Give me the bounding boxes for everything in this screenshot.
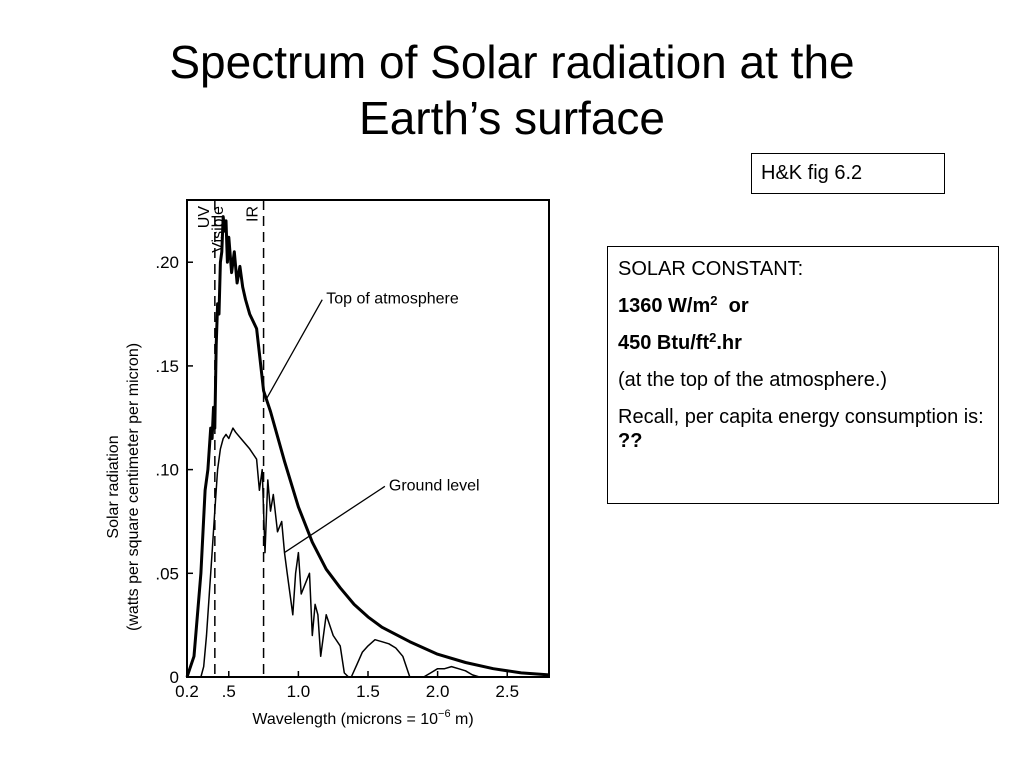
annotation-leader-0 [265,299,323,400]
recall-text: Recall, per capita energy consumption is… [618,405,988,453]
title-line-1: Spectrum of Solar radiation at the [169,36,855,88]
y-tick-label-4: .20 [155,253,179,272]
x-tick-label-2: 1.0 [287,682,311,701]
series-line-1 [187,427,549,678]
figure-reference: H&K fig 6.2 [761,162,863,184]
y-tick-label-2: .10 [155,461,179,480]
x-axis-label: Wavelength (microns = 10−6 m) [252,708,473,728]
x-tick-label-3: 1.5 [356,682,380,701]
slide-title: Spectrum of Solar radiation at the Earth… [40,34,984,146]
si-exponent: 2 [710,293,718,308]
x-tick-label-5: 2.5 [495,682,519,701]
solar-constant-imperial: 450 Btu/ft2.hr [618,331,988,355]
series-line-0 [185,215,550,678]
y-tick-label-1: .05 [155,564,179,583]
chart-frame [186,199,550,678]
y-axis-label-line-1: Solar radiation [105,435,122,538]
si-value: 1360 W/m [618,295,711,317]
x-tick-label-4: 2.0 [426,682,450,701]
region-label-1: Visible [210,206,227,253]
recall-answer: ?? [618,430,643,452]
imperial-value: 450 Btu/ft [618,332,710,354]
y-tick-label-3: .15 [155,357,179,376]
annotation-label-1: Ground level [389,477,480,494]
solar-constant-heading: SOLAR CONSTANT: [618,258,804,280]
solar-constant-note: (at the top of the atmosphere.) [618,369,888,391]
region-label-0: UV [196,206,213,229]
imperial-exponent: 2 [709,330,717,345]
figure-reference-box: H&K fig 6.2 [751,153,945,194]
solar-constant-box: SOLAR CONSTANT: 1360 W/m2 or 450 Btu/ft2… [607,246,999,504]
annotation-leader-1 [284,485,386,554]
x-tick-label-1: .5 [222,682,236,701]
annotation-label-0: Top of atmosphere [326,291,459,308]
y-axis-label-line-2: (watts per square centimeter per micron) [125,343,142,631]
title-line-2: Earth’s surface [359,92,665,144]
recall-sentence: Recall, per capita energy consumption is… [618,406,984,428]
solar-constant-si: 1360 W/m2 or [618,294,988,318]
y-tick-label-0: 0 [170,668,179,687]
or-word: or [728,295,749,317]
imperial-unit-suffix: .hr [716,332,742,354]
x-tick-label-0: 0.2 [175,682,199,701]
chart-marks [185,200,550,678]
region-label-2: IR [245,206,262,222]
